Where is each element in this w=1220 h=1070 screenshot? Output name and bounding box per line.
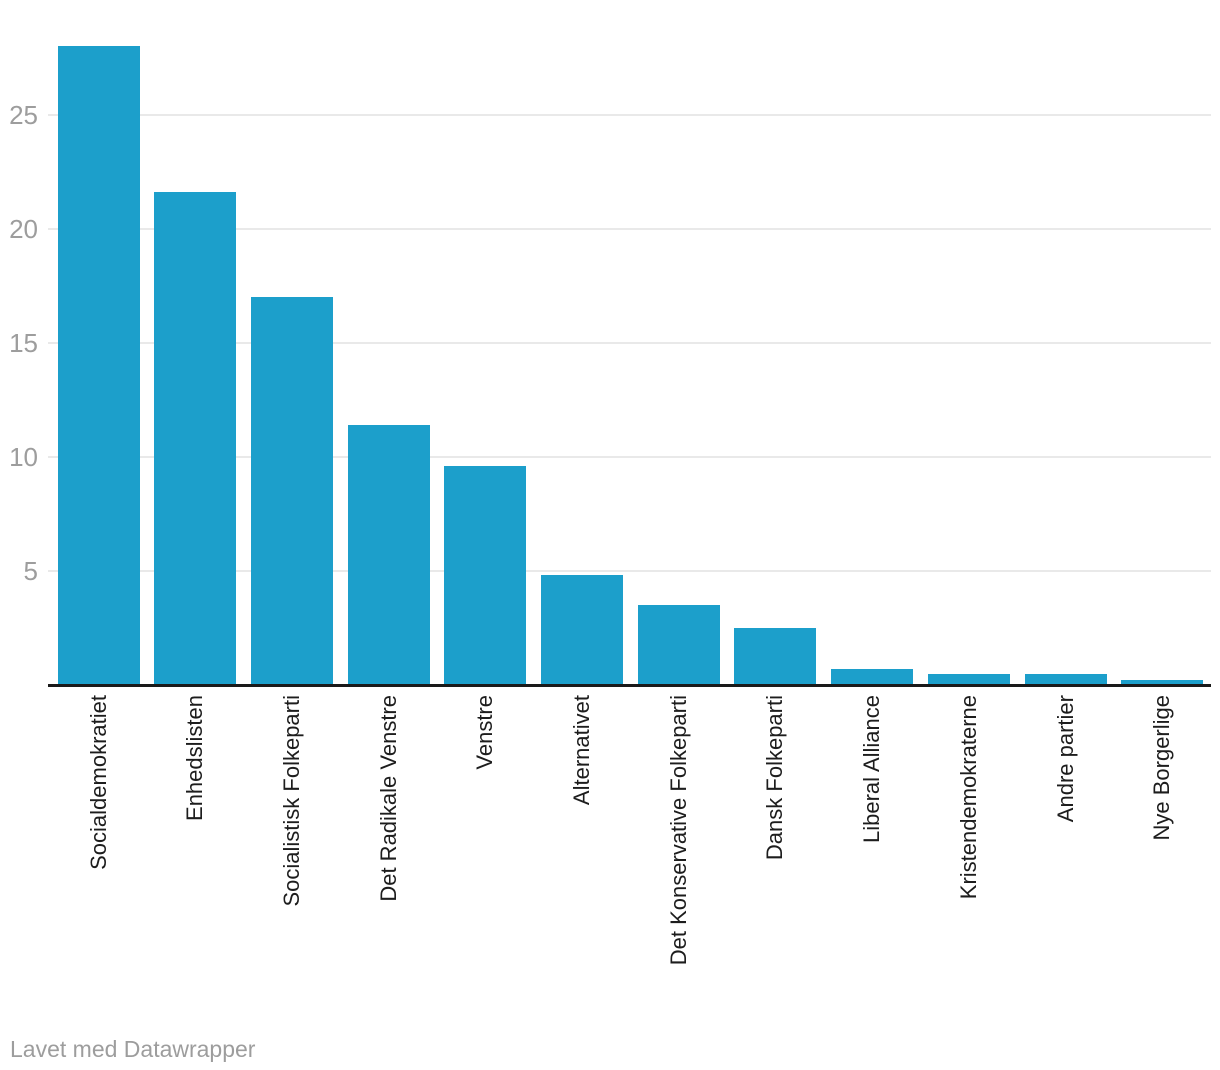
attribution-link[interactable]: Lavet med Datawrapper xyxy=(10,1035,255,1063)
bar-dansk-folkeparti xyxy=(734,628,816,685)
x-label-venstre: Venstre xyxy=(472,695,497,770)
attribution-text: Lavet med Datawrapper xyxy=(10,1036,256,1062)
x-label-alternativet: Alternativet xyxy=(569,695,594,806)
x-label-slot-alternativet: Alternativet xyxy=(541,695,623,1035)
bar-det-konservative-folkeparti xyxy=(638,605,720,685)
x-label-kristendemokraterne: Kristendemokraterne xyxy=(956,695,981,900)
bar-socialistisk-folkeparti xyxy=(251,297,333,685)
x-label-slot-nye-borgerlige: Nye Borgerlige xyxy=(1121,695,1203,1035)
bar-socialdemokratiet xyxy=(58,46,140,685)
y-tick-label-10: 10 xyxy=(9,442,38,472)
x-label-slot-det-radikale-venstre: Det Radikale Venstre xyxy=(348,695,430,1035)
x-label-slot-liberal-alliance: Liberal Alliance xyxy=(831,695,913,1035)
x-label-slot-andre-partier: Andre partier xyxy=(1025,695,1107,1035)
x-axis-line xyxy=(48,684,1211,687)
x-label-nye-borgerlige: Nye Borgerlige xyxy=(1149,695,1174,841)
x-label-slot-enhedslisten: Enhedslisten xyxy=(154,695,236,1035)
y-gridline-25 xyxy=(48,114,1211,116)
bar-det-radikale-venstre xyxy=(348,425,430,685)
x-label-enhedslisten: Enhedslisten xyxy=(182,695,207,821)
x-label-slot-dansk-folkeparti: Dansk Folkeparti xyxy=(734,695,816,1035)
x-label-det-radikale-venstre: Det Radikale Venstre xyxy=(376,695,401,902)
bar-enhedslisten xyxy=(154,192,236,685)
bar-liberal-alliance xyxy=(831,669,913,685)
x-label-socialistisk-folkeparti: Socialistisk Folkeparti xyxy=(279,695,304,907)
x-label-slot-venstre: Venstre xyxy=(444,695,526,1035)
y-gridline-10 xyxy=(48,456,1211,458)
y-tick-label-25: 25 xyxy=(9,100,38,130)
x-label-liberal-alliance: Liberal Alliance xyxy=(859,695,884,843)
y-gridline-5 xyxy=(48,570,1211,572)
x-label-slot-kristendemokraterne: Kristendemokraterne xyxy=(928,695,1010,1035)
x-label-slot-socialistisk-folkeparti: Socialistisk Folkeparti xyxy=(251,695,333,1035)
y-tick-label-20: 20 xyxy=(9,214,38,244)
x-label-slot-socialdemokratiet: Socialdemokratiet xyxy=(58,695,140,1035)
x-label-socialdemokratiet: Socialdemokratiet xyxy=(86,695,111,870)
bar-kristendemokraterne xyxy=(928,674,1010,685)
bar-alternativet xyxy=(541,575,623,685)
x-label-andre-partier: Andre partier xyxy=(1053,695,1078,823)
bar-andre-partier xyxy=(1025,674,1107,685)
x-label-det-konservative-folkeparti: Det Konservative Folkeparti xyxy=(666,695,691,966)
y-gridline-20 xyxy=(48,228,1211,230)
y-gridline-15 xyxy=(48,342,1211,344)
y-tick-label-15: 15 xyxy=(9,328,38,358)
x-label-slot-det-konservative-folkeparti: Det Konservative Folkeparti xyxy=(638,695,720,1035)
y-tick-label-5: 5 xyxy=(23,556,38,586)
bar-nye-borgerlige xyxy=(1121,680,1203,685)
plot-area: 5 10 15 20 25 xyxy=(9,46,1211,687)
bar-venstre xyxy=(444,466,526,685)
x-label-dansk-folkeparti: Dansk Folkeparti xyxy=(762,695,787,861)
